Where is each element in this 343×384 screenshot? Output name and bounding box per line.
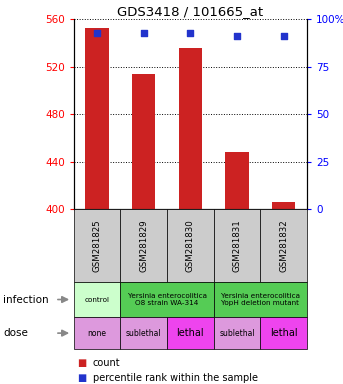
Text: percentile rank within the sample: percentile rank within the sample (93, 373, 258, 383)
Text: GSM281832: GSM281832 (279, 219, 288, 272)
Bar (179, 48, 202, 209)
Bar (225, 152, 249, 209)
Title: GDS3418 / 101665_at: GDS3418 / 101665_at (117, 5, 263, 18)
Bar (85, 28, 109, 209)
Point (281, 33, 286, 40)
Point (94, 30, 100, 36)
Text: GSM281825: GSM281825 (93, 219, 102, 272)
Text: GSM281829: GSM281829 (139, 219, 148, 272)
Text: lethal: lethal (270, 328, 297, 338)
Bar (132, 74, 155, 209)
Text: ■: ■ (77, 373, 86, 383)
Point (141, 30, 146, 36)
Text: GSM281830: GSM281830 (186, 219, 195, 272)
Text: Yersinia enterocolitica
YopH deletion mutant: Yersinia enterocolitica YopH deletion mu… (221, 293, 300, 306)
Point (234, 33, 240, 40)
Text: sublethal: sublethal (219, 329, 255, 338)
Point (188, 30, 193, 36)
Text: dose: dose (3, 328, 28, 338)
Text: ■: ■ (77, 358, 86, 367)
Text: Yersinia enterocolitica
O8 strain WA-314: Yersinia enterocolitica O8 strain WA-314 (128, 293, 206, 306)
Text: count: count (93, 358, 120, 367)
Text: control: control (85, 296, 109, 303)
Text: none: none (87, 329, 107, 338)
Text: GSM281831: GSM281831 (233, 219, 241, 272)
Text: infection: infection (3, 295, 49, 305)
Text: lethal: lethal (177, 328, 204, 338)
Bar (272, 202, 295, 209)
Text: sublethal: sublethal (126, 329, 162, 338)
